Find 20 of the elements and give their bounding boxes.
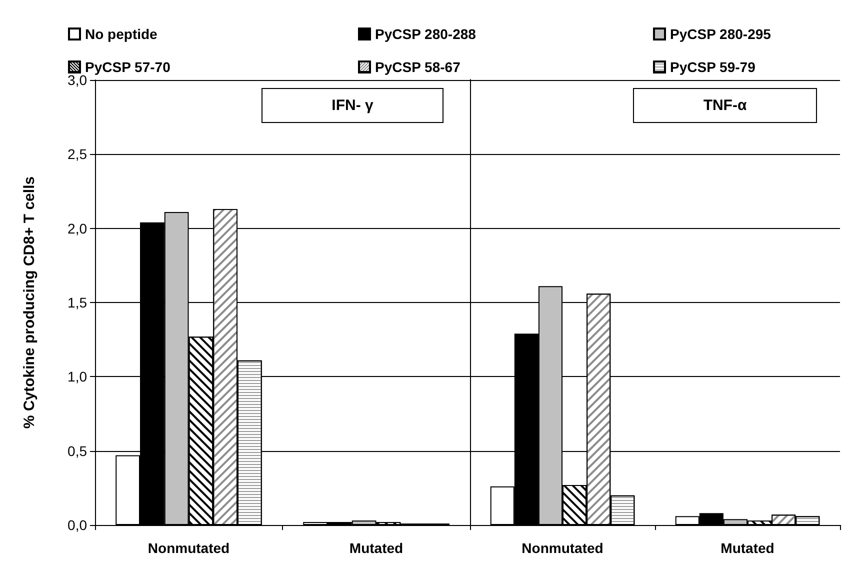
legend-label: PyCSP 57-70 [85, 59, 171, 75]
y-tick-label: 3,0 [68, 72, 88, 88]
x-tick-label: Nonmutated [148, 540, 230, 556]
y-tick-label: 0,5 [68, 442, 88, 459]
text: IFN- γ [332, 97, 374, 114]
legend-label: PyCSP 58-67 [375, 59, 461, 75]
legend-label: PyCSP 59-79 [670, 59, 756, 75]
text: TNF-α [703, 97, 748, 114]
y-tick-label: 1,5 [68, 294, 88, 310]
legend-label: PyCSP 280-295 [670, 26, 772, 42]
y-tick-label: 2,5 [68, 146, 88, 162]
x-tick-label: Mutated [349, 540, 404, 556]
x-tick-label: Mutated [720, 540, 774, 556]
x-tick-label: Nonmutated [522, 540, 604, 556]
legend-label: No peptide [85, 26, 158, 42]
y-axis-title: % Cytokine producing CD8+ T cells [21, 176, 38, 429]
y-tick-label: 2,0 [68, 220, 88, 236]
legend-label: PyCSP 280-288 [375, 26, 476, 42]
y-tick-label: 0,0 [68, 517, 88, 533]
y-tick-label: 1,0 [68, 368, 88, 385]
